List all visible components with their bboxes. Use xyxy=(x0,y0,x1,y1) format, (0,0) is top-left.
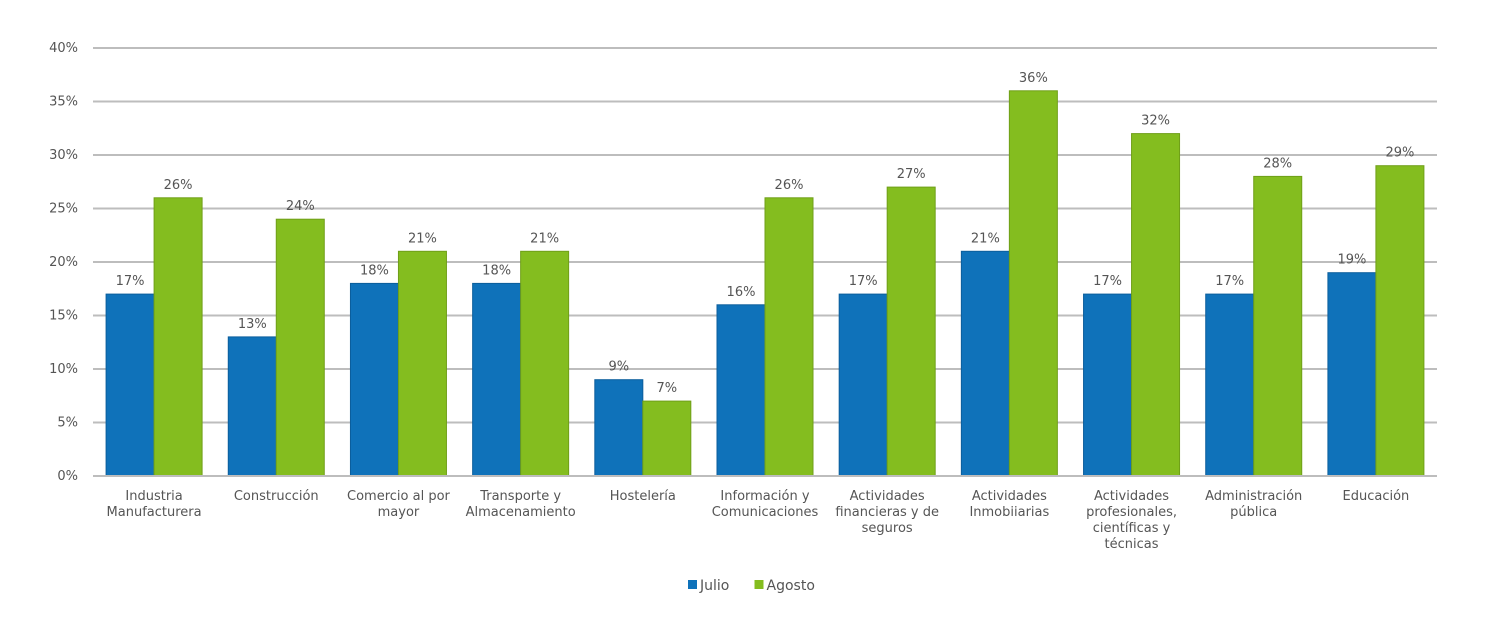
data-label: 21% xyxy=(971,231,1000,246)
x-category-line: Inmobiiarias xyxy=(969,505,1049,520)
bar-julio xyxy=(716,304,766,477)
x-category-line: Construcción xyxy=(234,489,319,504)
x-category-label: Industria Manufacturera xyxy=(107,489,202,520)
bar-julio xyxy=(1205,293,1255,477)
y-tick-label: 30% xyxy=(49,148,78,163)
y-tick-label: 0% xyxy=(57,469,78,484)
bar-agosto xyxy=(397,250,447,477)
x-category-line: mayor xyxy=(378,505,420,520)
data-label: 18% xyxy=(482,263,511,278)
bar-agosto xyxy=(886,186,936,477)
x-category-line: Información y xyxy=(720,489,809,504)
legend-label-agosto: Agosto xyxy=(767,578,815,594)
x-category-line: Actividades xyxy=(1094,489,1169,504)
x-category-line: Educación xyxy=(1343,489,1410,504)
bar-julio xyxy=(349,282,399,477)
x-category-label: Comercio al por mayor xyxy=(347,489,451,520)
data-label: 29% xyxy=(1385,146,1414,161)
bar-julio xyxy=(838,293,888,477)
data-label: 32% xyxy=(1141,114,1170,129)
bar-agosto xyxy=(1131,133,1181,477)
x-category-line: Actividades xyxy=(850,489,925,504)
data-label: 17% xyxy=(1215,274,1244,289)
data-label: 19% xyxy=(1337,253,1366,268)
x-category-line: Manufacturera xyxy=(107,505,202,520)
x-category-line: Transporte y xyxy=(479,489,561,504)
data-label: 21% xyxy=(408,231,437,246)
data-label: 18% xyxy=(360,263,389,278)
x-category-line: Hostelería xyxy=(610,489,676,504)
data-label: 17% xyxy=(116,274,145,289)
x-category-label: Hostelería xyxy=(610,489,676,504)
bar-julio xyxy=(960,250,1010,477)
bar-julio xyxy=(227,336,277,477)
x-category-label: Educación xyxy=(1343,489,1410,504)
bar-julio xyxy=(1083,293,1133,477)
data-label: 17% xyxy=(849,274,878,289)
data-label: 26% xyxy=(164,178,193,193)
bar-agosto xyxy=(1008,90,1058,477)
data-label: 24% xyxy=(286,199,315,214)
y-axis: 0% 5% 10% 15% 20% 25% 30% 35% 40% xyxy=(49,41,78,484)
x-category-line: técnicas xyxy=(1105,537,1159,552)
bar-agosto xyxy=(520,250,570,477)
x-category-label: Actividades financieras y de seguros xyxy=(835,489,939,536)
bar-julio xyxy=(105,293,155,477)
legend-swatch-agosto xyxy=(754,580,764,589)
x-category-label: Construcción xyxy=(234,489,319,504)
y-tick-label: 5% xyxy=(57,416,78,431)
x-category-line: Industria xyxy=(125,489,182,504)
data-labels: 17% 26% 13% 24% 18% 21% 18% 21% 9% 7% 16% 26% 17% 27%… xyxy=(116,71,1415,396)
x-category-label: Actividades Inmobiiarias xyxy=(969,489,1049,520)
bar-julio xyxy=(594,379,644,477)
x-axis: Industria Manufacturera Construcción Comerc… xyxy=(93,475,1437,552)
x-category-line: Comercio al por xyxy=(347,489,451,504)
data-label: 28% xyxy=(1263,156,1292,171)
y-tick-label: 25% xyxy=(49,202,78,217)
data-label: 21% xyxy=(530,231,559,246)
data-label: 17% xyxy=(1093,274,1122,289)
legend: Julio Agosto xyxy=(688,578,815,594)
data-label: 7% xyxy=(657,381,678,396)
bar-julio xyxy=(472,282,522,477)
bar-agosto xyxy=(275,218,325,477)
legend-swatch-julio xyxy=(688,580,697,589)
data-label: 16% xyxy=(727,285,756,300)
x-category-line: profesionales, xyxy=(1086,505,1177,520)
bar-agosto xyxy=(153,197,203,477)
data-label: 27% xyxy=(897,167,926,182)
x-category-label: Transporte y Almacenamiento xyxy=(466,489,576,520)
x-category-line: pública xyxy=(1230,505,1277,520)
x-category-line: científicas y xyxy=(1093,521,1171,536)
x-category-line: Administración xyxy=(1205,489,1302,504)
bar-agosto xyxy=(1375,165,1425,477)
x-category-label: Información y Comunicaciones xyxy=(712,489,819,520)
x-category-line: financieras y de xyxy=(835,505,939,520)
x-category-line: Almacenamiento xyxy=(466,505,576,520)
bar-agosto xyxy=(642,400,692,477)
data-label: 36% xyxy=(1019,71,1048,86)
x-category-label: Administración pública xyxy=(1205,489,1302,520)
x-category-line: Comunicaciones xyxy=(712,505,819,520)
bars xyxy=(105,90,1425,477)
x-category-line: seguros xyxy=(862,521,913,536)
x-category-label: Actividades profesionales, científicas y té… xyxy=(1086,489,1177,552)
legend-label-julio: Julio xyxy=(699,578,729,594)
data-label: 9% xyxy=(609,360,630,375)
y-tick-label: 10% xyxy=(49,362,78,377)
x-category-line: Actividades xyxy=(972,489,1047,504)
y-tick-label: 35% xyxy=(49,95,78,110)
bar-julio xyxy=(1327,272,1377,477)
data-label: 26% xyxy=(775,178,804,193)
y-tick-label: 40% xyxy=(49,41,78,56)
bar-agosto xyxy=(764,197,814,477)
y-tick-label: 15% xyxy=(49,309,78,324)
bar-agosto xyxy=(1253,175,1303,477)
data-label: 13% xyxy=(238,317,267,332)
y-tick-label: 20% xyxy=(49,255,78,270)
